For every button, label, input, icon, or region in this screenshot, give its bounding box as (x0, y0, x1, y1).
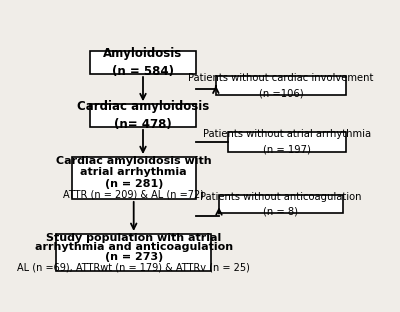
FancyBboxPatch shape (90, 104, 196, 127)
Text: Study population with atrial: Study population with atrial (46, 232, 221, 242)
FancyBboxPatch shape (72, 157, 196, 199)
Text: Patients without anticoagulation: Patients without anticoagulation (200, 192, 362, 202)
Text: AL (n =69), ATTRwt (n = 179) & ATTRv (n = 25): AL (n =69), ATTRwt (n = 179) & ATTRv (n … (17, 262, 250, 272)
FancyBboxPatch shape (56, 234, 211, 271)
FancyBboxPatch shape (228, 132, 346, 152)
Text: (n= 478): (n= 478) (114, 118, 172, 131)
Text: Amyloidosis: Amyloidosis (103, 47, 183, 60)
Text: Patients without atrial arrhythmia: Patients without atrial arrhythmia (203, 129, 371, 139)
Text: arrhythmia and anticoagulation: arrhythmia and anticoagulation (35, 242, 233, 252)
Text: Cardiac amyloidosis with: Cardiac amyloidosis with (56, 156, 212, 166)
Text: (n =106): (n =106) (259, 88, 303, 98)
Text: (n = 584): (n = 584) (112, 65, 174, 78)
FancyBboxPatch shape (219, 195, 343, 213)
Text: Patients without cardiac involvement: Patients without cardiac involvement (188, 73, 374, 83)
Text: (n = 281): (n = 281) (104, 178, 163, 188)
Text: atrial arrhythmia: atrial arrhythmia (80, 167, 187, 178)
Text: (n = 273): (n = 273) (104, 252, 163, 262)
Text: ATTR (n = 209) & AL (n =72): ATTR (n = 209) & AL (n =72) (63, 190, 204, 200)
Text: (n = 8): (n = 8) (264, 207, 298, 217)
FancyBboxPatch shape (90, 51, 196, 74)
Text: Cardiac amyloidosis: Cardiac amyloidosis (77, 100, 209, 113)
Text: (n = 197): (n = 197) (263, 145, 311, 155)
FancyBboxPatch shape (216, 76, 346, 95)
